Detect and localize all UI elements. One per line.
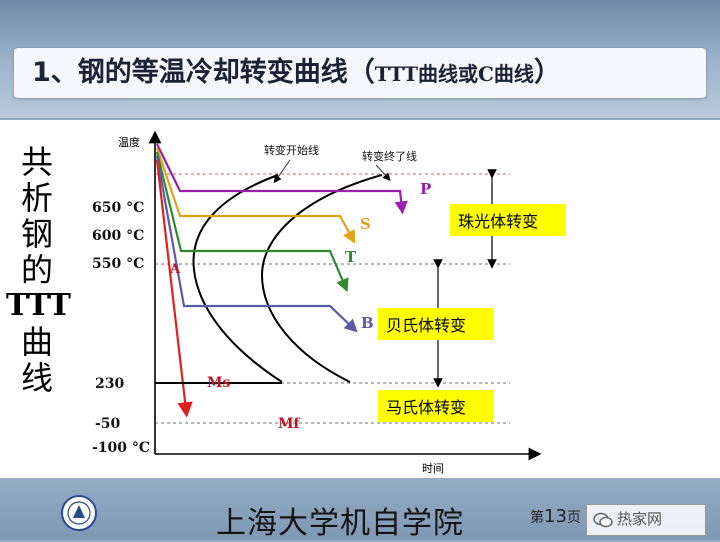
side-title-char-4: 的 (20, 251, 53, 289)
temp-label-minus100: -100 °C (92, 440, 150, 456)
watermark-text: 热家网 (617, 510, 663, 528)
side-title: 共 析 钢 的 TTT 曲 线 (6, 143, 71, 397)
temp-label-minus50: -50 (95, 416, 121, 432)
chat-bubble-icon (593, 512, 613, 528)
transformation-start-curve (192, 174, 283, 383)
side-title-ttt: TTT (6, 288, 71, 323)
side-title-char-2: 析 (20, 179, 53, 217)
curve-label-b: B (361, 314, 374, 332)
cooling-path-b (155, 155, 358, 333)
page-suffix: 页 (566, 510, 581, 526)
side-title-char-1: 共 (20, 143, 53, 181)
pearlite-zone-label: 珠光体转变 (458, 212, 538, 231)
title-main: 1、钢的等温冷却转变曲线（ (32, 57, 375, 88)
transformation-start-label: 转变开始线 (264, 143, 319, 157)
side-title-char-3: 钢 (20, 215, 53, 253)
bainite-zone-box (378, 308, 494, 340)
end-callout-arrow (375, 164, 391, 181)
curve-label-t: T (345, 248, 357, 266)
temp-label-550: 550 °C (92, 256, 144, 272)
start-callout-arrow (273, 159, 291, 184)
footer-school-name: 上海大学机自学院 (216, 506, 464, 541)
transformation-end-label: 转变终了线 (362, 149, 417, 163)
title-close: ） (533, 57, 561, 88)
curve-label-p: P (420, 180, 431, 198)
temp-label-650: 650 °C (92, 200, 144, 216)
page-number: 第13页 (530, 506, 581, 527)
y-axis-label: 温度 (118, 135, 140, 149)
side-title-char-7: 线 (20, 359, 53, 397)
martensite-zone-label: 马氏体转变 (386, 398, 466, 417)
title-ttt: TTT曲线或C曲线 (374, 62, 534, 86)
bainite-zone-label: 贝氏体转变 (386, 316, 466, 335)
page-number-value: 13 (544, 506, 567, 527)
quench-path (155, 159, 193, 418)
watermark: 热家网 (586, 504, 706, 536)
temp-label-600: 600 °C (92, 228, 144, 244)
ms-label: Ms (207, 375, 230, 391)
university-logo-icon (61, 495, 97, 531)
temp-label-230: 230 (95, 376, 124, 392)
cooling-path-s (155, 147, 356, 244)
curve-label-s: S (360, 215, 371, 233)
x-axis-label: 时间 (422, 462, 444, 475)
point-a-label: A (169, 262, 181, 277)
pearlite-zone-box (450, 204, 566, 236)
cooling-path-p (156, 143, 408, 215)
page-prefix: 第 (530, 510, 544, 526)
title-bar: 1、钢的等温冷却转变曲线（TTT曲线或C曲线） (14, 48, 706, 98)
side-title-char-6: 曲 (20, 323, 53, 361)
slide-content: 共 析 钢 的 TTT 曲 线 (0, 120, 720, 478)
cooling-path-t (155, 151, 349, 293)
slide-title: 1、钢的等温冷却转变曲线（TTT曲线或C曲线） (32, 56, 702, 91)
ttt-diagram: 温度 时间 650 °C 600 °C 550 °C 230 -50 -100 … (92, 130, 566, 475)
transformation-end-curve (260, 174, 383, 383)
mf-label: Mf (278, 416, 300, 432)
martensite-zone-box (378, 390, 494, 422)
